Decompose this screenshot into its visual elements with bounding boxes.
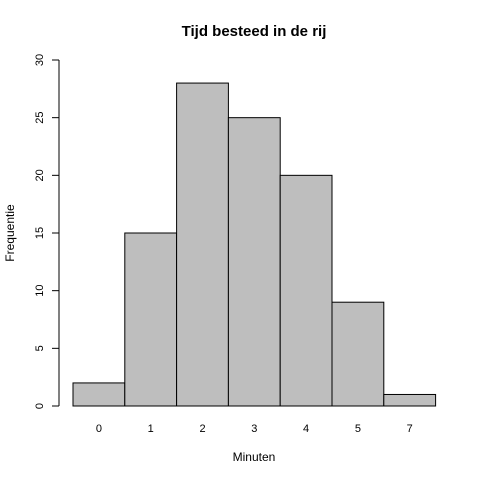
bar-0: [72, 382, 126, 407]
y-tick-label: 30: [34, 54, 46, 66]
bar-5: [331, 301, 385, 407]
bar-3: [227, 117, 281, 407]
y-axis-ticks: 0 5 10 15 20 25 30: [34, 54, 59, 409]
y-axis-label: Frequentie: [3, 204, 17, 262]
y-tick-label: 15: [34, 227, 46, 239]
bars-group: [72, 82, 437, 407]
bar-7: [383, 393, 437, 407]
y-tick-label: 5: [34, 345, 46, 351]
x-tick-label: 1: [148, 423, 154, 435]
bar-2: [176, 82, 229, 407]
x-tick-label: 0: [96, 423, 102, 435]
y-tick-label: 0: [34, 403, 46, 409]
bar-4: [279, 174, 333, 407]
x-tick-label: 4: [303, 423, 309, 435]
x-axis-label: Minuten: [233, 450, 276, 464]
x-tick-label: 7: [407, 423, 413, 435]
bar-1: [124, 232, 178, 407]
x-axis-tick-labels: 0 1 2 3 4 5 7: [96, 423, 413, 435]
x-tick-label: 2: [199, 423, 205, 435]
chart-title: Tijd besteed in de rij: [182, 23, 327, 40]
x-tick-label: 5: [355, 423, 361, 435]
x-tick-label: 3: [251, 423, 257, 435]
y-tick-label: 20: [34, 169, 46, 181]
y-tick-label: 10: [34, 285, 46, 297]
y-tick-label: 25: [34, 112, 46, 124]
